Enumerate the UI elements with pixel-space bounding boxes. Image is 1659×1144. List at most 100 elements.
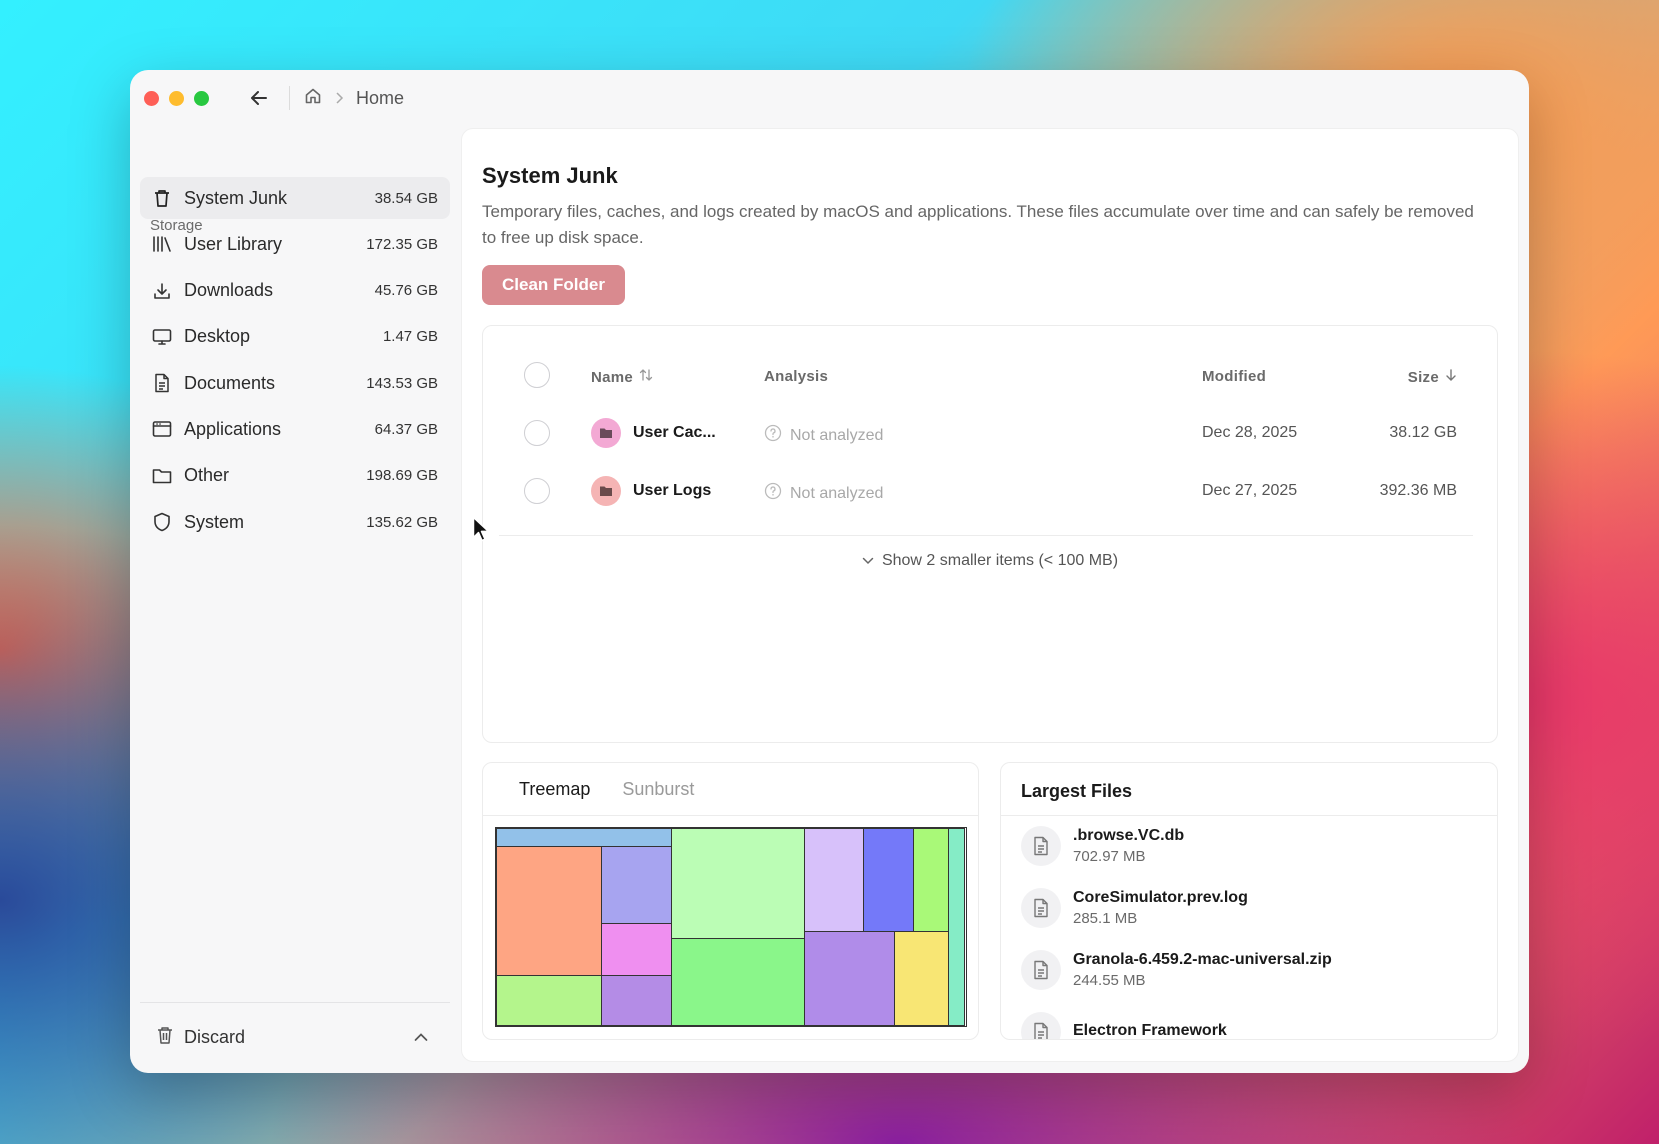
- show-smaller-items-button[interactable]: Show 2 smaller items (< 100 MB): [483, 552, 1497, 570]
- sidebar-item-downloads[interactable]: Downloads 45.76 GB: [140, 270, 450, 312]
- sort-toggle-icon: [639, 368, 653, 386]
- row-checkbox[interactable]: [524, 420, 550, 446]
- clean-folder-button[interactable]: Clean Folder: [482, 265, 625, 305]
- treemap-cell[interactable]: [601, 923, 672, 976]
- sidebar-item-label: Other: [184, 465, 230, 486]
- file-icon: [1021, 1012, 1061, 1039]
- mouse-pointer-icon: [472, 516, 490, 542]
- trash-icon: [152, 188, 172, 208]
- file-size: 702.97 MB: [1073, 848, 1146, 865]
- treemap-cell[interactable]: [496, 975, 602, 1026]
- sidebar-heading: Storage: [150, 217, 203, 234]
- page-description: Temporary files, caches, and logs create…: [482, 202, 1474, 247]
- modified-column-header[interactable]: Modified: [1202, 368, 1266, 385]
- library-icon: [152, 234, 172, 254]
- analysis-column-header[interactable]: Analysis: [764, 368, 828, 385]
- row-name: User Cac...: [633, 424, 716, 441]
- sidebar-item-system[interactable]: System 135.62 GB: [140, 501, 450, 543]
- treemap-cell[interactable]: [948, 828, 965, 1026]
- viz-tabs: Treemap Sunburst: [519, 779, 694, 800]
- sidebar-item-other[interactable]: Other 198.69 GB: [140, 455, 450, 497]
- sidebar-item-label: System: [184, 511, 245, 532]
- sidebar-item-size: 1.47 GB: [382, 328, 438, 346]
- row-checkbox[interactable]: [524, 478, 550, 504]
- zoom-window-button[interactable]: [194, 90, 209, 106]
- sidebar-item-label: Downloads: [184, 280, 274, 301]
- treemap-cell[interactable]: [913, 828, 949, 932]
- monitor-icon: [152, 327, 172, 347]
- sidebar: Storage: [130, 126, 450, 1073]
- arrow-left-icon: [251, 91, 267, 105]
- arrow-down-icon: [1445, 368, 1457, 386]
- tab-sunburst[interactable]: Sunburst: [622, 779, 695, 799]
- sidebar-list: System Junk 38.54 GB User Library 172.35…: [140, 177, 450, 547]
- document-icon: [152, 373, 172, 393]
- home-icon[interactable]: [304, 87, 322, 110]
- sidebar-item-documents[interactable]: Documents 143.53 GB: [140, 362, 450, 404]
- file-size: 285.1 MB: [1073, 910, 1138, 927]
- table-divider: [499, 535, 1473, 536]
- items-table: Name Analysis Modified Size User Cac... …: [482, 325, 1498, 743]
- sidebar-item-applications[interactable]: Applications 64.37 GB: [140, 408, 450, 450]
- treemap-cell[interactable]: [496, 846, 602, 976]
- size-header-label: Size: [1407, 368, 1439, 386]
- size-column-header[interactable]: Size: [1408, 368, 1457, 386]
- sidebar-item-label: Desktop: [184, 326, 251, 347]
- treemap-cell[interactable]: [804, 931, 895, 1026]
- folder-icon: [591, 476, 621, 506]
- file-list-item[interactable]: CoreSimulator.prev.log 285.1 MB: [1021, 888, 1248, 928]
- row-modified: Dec 28, 2025: [1202, 424, 1298, 441]
- row-analysis-cell: Not analyzed: [764, 482, 883, 505]
- close-window-button[interactable]: [144, 90, 159, 106]
- treemap-cell[interactable]: [601, 846, 672, 924]
- row-name-cell: User Cac...: [591, 418, 716, 448]
- back-button[interactable]: [247, 86, 271, 110]
- trash-icon: [156, 1025, 174, 1050]
- app-window: Home Storage System Junk 38.54 GB User L…: [130, 70, 1529, 1073]
- breadcrumb-current[interactable]: Home: [356, 87, 405, 108]
- row-size: 38.12 GB: [1389, 424, 1457, 441]
- sidebar-item-user-library[interactable]: User Library 172.35 GB: [140, 223, 450, 265]
- treemap-cell[interactable]: [894, 931, 949, 1026]
- analysis-status: Not analyzed: [790, 484, 884, 502]
- sidebar-item-size: 198.69 GB: [366, 467, 438, 485]
- row-analysis-cell: Not analyzed: [764, 424, 883, 447]
- minimize-window-button[interactable]: [169, 90, 184, 106]
- chevron-down-icon: [862, 552, 874, 570]
- select-all-checkbox[interactable]: [524, 362, 550, 388]
- sidebar-item-desktop[interactable]: Desktop 1.47 GB: [140, 316, 450, 358]
- treemap-cell[interactable]: [601, 975, 672, 1026]
- folder-icon: [152, 466, 172, 486]
- sidebar-item-size: 135.62 GB: [366, 513, 438, 531]
- row-name-cell: User Logs: [591, 476, 711, 506]
- file-size: 244.55 MB: [1073, 972, 1146, 989]
- sidebar-item-size: 172.35 GB: [366, 235, 438, 253]
- treemap-cell[interactable]: [863, 828, 914, 932]
- file-name: .browse.VC.db: [1073, 827, 1185, 844]
- file-list-item[interactable]: .browse.VC.db 702.97 MB: [1021, 826, 1184, 866]
- download-icon: [152, 281, 172, 301]
- name-header-label: Name: [591, 368, 634, 386]
- page-title: System Junk: [482, 163, 618, 188]
- treemap-cell[interactable]: [671, 828, 805, 939]
- sidebar-item-label: Documents: [184, 372, 276, 393]
- help-circle-icon: [764, 482, 782, 505]
- name-column-header[interactable]: Name: [591, 368, 653, 386]
- folder-icon: [591, 418, 621, 448]
- discard-panel-toggle[interactable]: Discard: [140, 1002, 450, 1072]
- discard-label: Discard: [184, 1027, 246, 1047]
- sidebar-item-system-junk[interactable]: System Junk 38.54 GB: [140, 177, 450, 219]
- treemap-cell[interactable]: [496, 828, 672, 847]
- file-list-item[interactable]: Electron Framework: [1021, 1012, 1227, 1039]
- file-list-item[interactable]: Granola-6.459.2-mac-universal.zip 244.55 …: [1021, 950, 1332, 990]
- help-circle-icon: [764, 424, 782, 447]
- treemap-cell[interactable]: [671, 938, 805, 1026]
- files-divider: [1001, 815, 1497, 816]
- tab-treemap[interactable]: Treemap: [519, 779, 591, 799]
- file-icon: [1021, 826, 1061, 866]
- viz-divider: [483, 815, 978, 816]
- sidebar-item-size: 38.54 GB: [374, 189, 438, 207]
- treemap-cell[interactable]: [804, 828, 864, 932]
- app-window-icon: [152, 419, 172, 439]
- row-size: 392.36 MB: [1379, 482, 1457, 499]
